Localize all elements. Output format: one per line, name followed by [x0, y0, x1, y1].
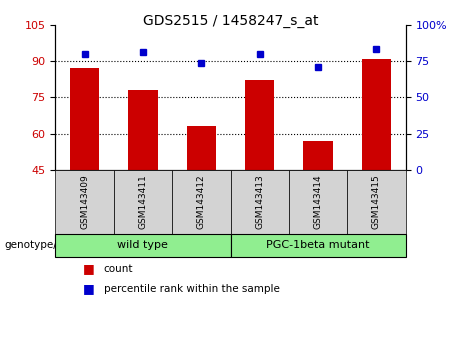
Text: count: count — [104, 264, 133, 274]
Text: GSM143415: GSM143415 — [372, 175, 381, 229]
Bar — [303, 141, 333, 170]
Text: GSM143409: GSM143409 — [80, 175, 89, 229]
Bar — [187, 126, 216, 170]
Bar — [70, 68, 99, 170]
Bar — [362, 59, 391, 170]
Bar — [245, 80, 274, 170]
Text: GSM143412: GSM143412 — [197, 175, 206, 229]
Text: percentile rank within the sample: percentile rank within the sample — [104, 284, 280, 293]
Text: GSM143411: GSM143411 — [138, 175, 148, 229]
Text: GDS2515 / 1458247_s_at: GDS2515 / 1458247_s_at — [143, 14, 318, 28]
Text: GSM143413: GSM143413 — [255, 175, 264, 229]
Text: ■: ■ — [83, 282, 95, 295]
Text: ■: ■ — [83, 263, 95, 275]
Text: PGC-1beta mutant: PGC-1beta mutant — [266, 240, 370, 250]
Text: genotype/variation: genotype/variation — [5, 240, 104, 250]
Text: GSM143414: GSM143414 — [313, 175, 323, 229]
Text: wild type: wild type — [118, 240, 168, 250]
Bar — [128, 90, 158, 170]
